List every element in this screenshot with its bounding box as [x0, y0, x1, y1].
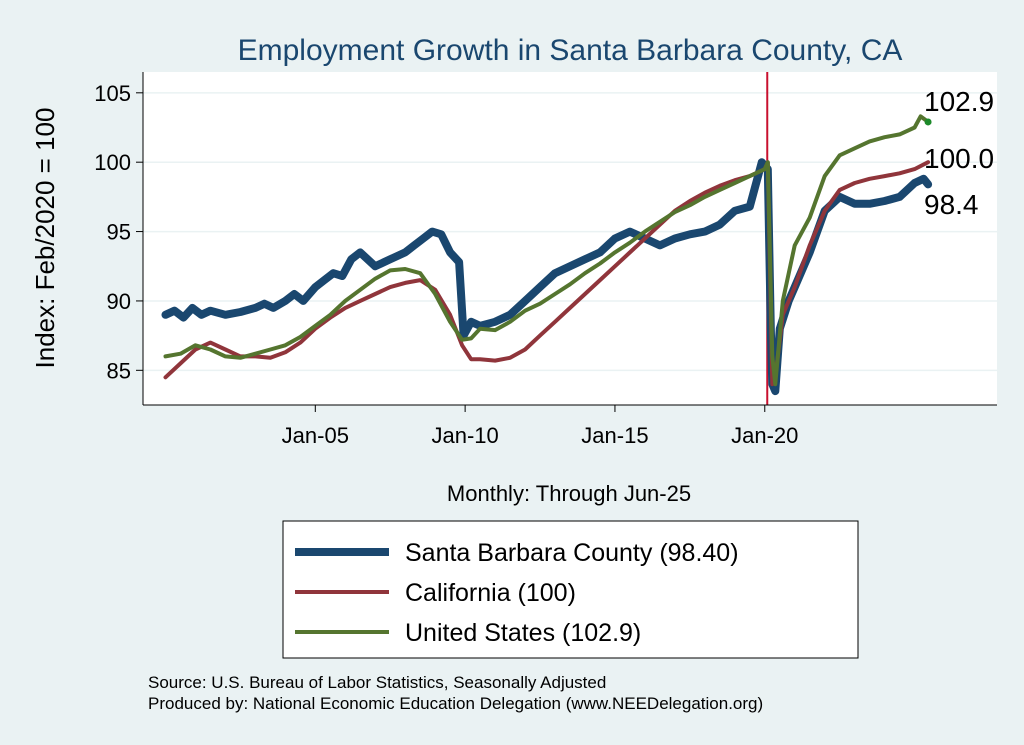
series-layer	[161, 114, 933, 396]
y-axis-title: Index: Feb/2020 = 100	[30, 108, 60, 369]
x-tick-label: Jan-20	[731, 423, 798, 448]
end-labels: 102.9 100.0 98.4	[924, 86, 994, 220]
source-line: Source: U.S. Bureau of Labor Statistics,…	[148, 673, 607, 692]
source-note: Source: U.S. Bureau of Labor Statistics,…	[148, 672, 763, 714]
x-axis-title: Monthly: Through Jun-25	[447, 481, 691, 506]
series-line-1	[163, 160, 931, 387]
legend-label-0: Santa Barbara County (98.40)	[405, 539, 739, 567]
end-label-0: 98.4	[924, 189, 979, 220]
y-tick-label: 85	[107, 358, 131, 383]
legend-items: Santa Barbara County (98.40) California (…	[295, 539, 739, 647]
chart-title: Employment Growth in Santa Barbara Count…	[238, 34, 903, 67]
legend-label-2: United States (102.9)	[405, 619, 641, 647]
x-tick-label: Jan-10	[431, 423, 498, 448]
producer-line: Produced by: National Economic Education…	[148, 694, 764, 713]
series-line-2	[163, 114, 931, 387]
y-tick-label: 100	[94, 150, 131, 175]
x-tick-label: Jan-15	[581, 423, 648, 448]
legend-label-1: California (100)	[405, 579, 576, 607]
end-label-1: 100.0	[924, 143, 994, 174]
plot-area	[143, 72, 997, 405]
y-tick-label: 105	[94, 81, 131, 106]
y-tick-label: 95	[107, 220, 131, 245]
y-tick-label: 90	[107, 289, 131, 314]
end-label-2: 102.9	[924, 86, 994, 117]
series-end-marker	[924, 118, 932, 126]
legend: Santa Barbara County (98.40) California (…	[282, 520, 859, 659]
legend-box	[282, 520, 859, 659]
axes: 85 90 95 100 105 Jan-05 Jan-10 Jan-15 Jan-20	[94, 72, 997, 448]
x-tick-label: Jan-05	[282, 423, 349, 448]
